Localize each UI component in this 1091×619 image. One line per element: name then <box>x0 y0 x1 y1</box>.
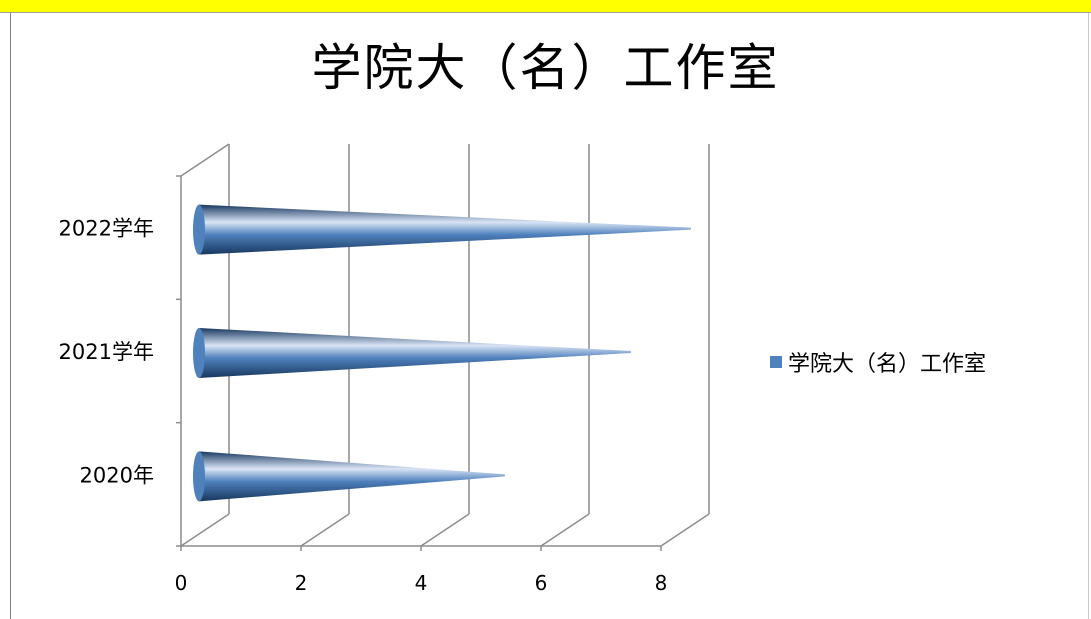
cone-bar <box>199 451 505 502</box>
floor-gridline <box>660 513 710 547</box>
cone-base <box>193 328 205 378</box>
y-category-label: 2022学年 <box>59 217 154 241</box>
x-tick-label: 8 <box>655 571 668 595</box>
left-border <box>10 13 11 619</box>
y-category-label: 2020年 <box>80 463 154 487</box>
floor-gridline <box>540 513 590 547</box>
x-tick-label: 2 <box>295 571 308 595</box>
left-wall-top <box>180 143 230 177</box>
cone-base <box>193 204 205 255</box>
floor-gridline <box>180 513 230 547</box>
y-category-label: 2021学年 <box>59 340 154 364</box>
x-tick-label: 4 <box>415 571 428 595</box>
legend: 学院大（名）工作室 <box>770 347 986 377</box>
legend-label: 学院大（名）工作室 <box>788 352 987 377</box>
floor-gridline <box>420 513 470 547</box>
x-tick-label: 6 <box>535 571 548 595</box>
cone-bar <box>199 328 631 378</box>
chart-title: 学院大（名）工作室 <box>311 39 780 97</box>
highlight-banner <box>0 0 1091 12</box>
floor-gridline <box>300 513 350 547</box>
cone-base <box>193 451 205 502</box>
cone-bar <box>199 204 691 255</box>
legend-swatch <box>770 356 782 368</box>
banner-divider <box>0 12 1091 13</box>
x-tick-label: 0 <box>175 571 188 595</box>
right-border <box>1088 13 1089 619</box>
